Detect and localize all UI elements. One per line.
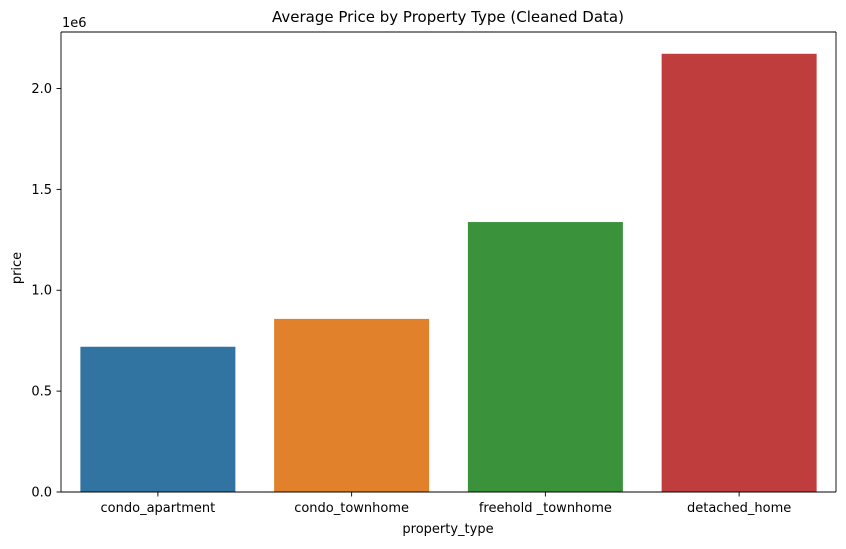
y-tick-label: 0.0 xyxy=(31,486,52,501)
y-tick-label: 0.5 xyxy=(31,385,52,400)
y-axis-scale-label: 1e6 xyxy=(62,16,87,31)
bar-detached-home xyxy=(661,53,817,492)
bars-layer xyxy=(80,53,817,493)
y-ticks-layer: 0.0 0.5 1.0 1.5 2.0 xyxy=(31,82,61,501)
x-tick-label: condo_townhome xyxy=(294,501,409,516)
x-tick-label: detached_home xyxy=(687,501,791,516)
x-axis-label: property_type xyxy=(402,522,493,537)
axes-layer xyxy=(60,31,837,493)
y-tick-label: 2.0 xyxy=(31,82,52,97)
x-tick-label: freehold _townhome xyxy=(479,501,612,516)
y-axis-label: price xyxy=(10,252,25,284)
chart-title: Average Price by Property Type (Cleaned … xyxy=(272,8,624,26)
x-ticks-layer: condo_apartment condo_townhome freehold _t… xyxy=(101,492,791,516)
y-tick-label: 1.0 xyxy=(31,284,52,299)
bar-condo-townhome xyxy=(274,318,430,492)
y-tick-label: 1.5 xyxy=(31,183,52,198)
bar-freehold-townhome xyxy=(467,222,623,493)
x-tick-label: condo_apartment xyxy=(101,501,216,516)
bar-condo-apartment xyxy=(80,346,236,492)
